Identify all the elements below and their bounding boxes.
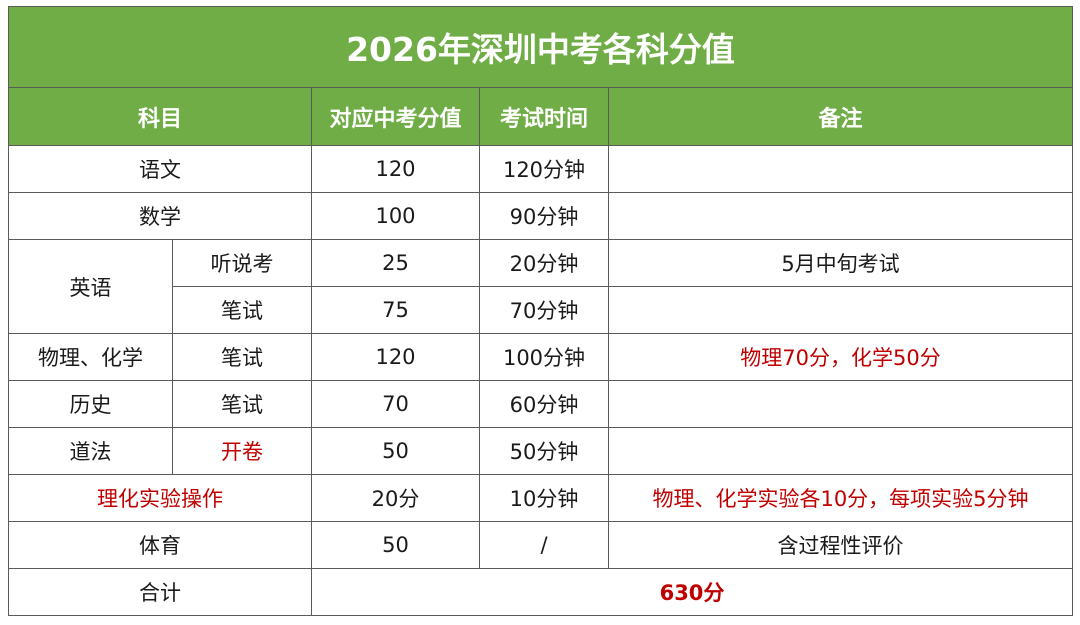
table-row-english-listening: 英语 听说考 25 20分钟 5月中旬考试 xyxy=(8,239,1074,334)
cell-time: 50分钟 xyxy=(479,427,609,475)
table-row-physchem: 物理、化学 笔试 120 100分钟 物理70分，化学50分 xyxy=(8,333,1074,381)
cell-part: 笔试 xyxy=(172,333,312,381)
cell-note xyxy=(607,380,1074,428)
table-row-total: 合计 630分 xyxy=(8,568,1074,616)
cell-note: 5月中旬考试 xyxy=(607,239,1074,287)
cell-subject: 物理、化学 xyxy=(8,333,173,381)
title-row: 2026年深圳中考各科分值 xyxy=(7,6,1074,88)
table-title: 2026年深圳中考各科分值 xyxy=(7,6,1074,88)
header-row: 科目 对应中考分值 考试时间 备注 xyxy=(8,87,1074,146)
cell-note: 含过程性评价 xyxy=(607,521,1074,569)
cell-score: 75 xyxy=(311,286,480,334)
total-value: 630分 xyxy=(310,568,1074,616)
cell-note xyxy=(607,427,1074,475)
table-row-chinese: 语文 120 120分钟 xyxy=(8,145,1074,193)
cell-score: 120 xyxy=(311,145,480,193)
cell-subject: 道法 xyxy=(8,427,173,475)
cell-score: 25 xyxy=(311,239,480,287)
score-table-container: 2026年深圳中考各科分值 科目 对应中考分值 考试时间 备注 语文 120 1… xyxy=(7,6,1074,616)
cell-part: 笔试 xyxy=(172,286,312,334)
cell-time: / xyxy=(479,521,609,569)
cell-time: 100分钟 xyxy=(479,333,609,381)
cell-part: 开卷 xyxy=(172,427,312,475)
cell-subject: 历史 xyxy=(8,380,173,428)
cell-subject: 体育 xyxy=(8,521,312,569)
cell-time: 10分钟 xyxy=(479,474,609,522)
table-row-pe: 体育 50 / 含过程性评价 xyxy=(8,521,1074,569)
header-subject: 科目 xyxy=(8,87,312,146)
cell-part: 听说考 xyxy=(172,239,312,287)
header-time: 考试时间 xyxy=(479,87,609,146)
cell-note: 物理、化学实验各10分，每项实验5分钟 xyxy=(607,474,1074,522)
cell-time: 90分钟 xyxy=(479,192,609,240)
cell-time: 70分钟 xyxy=(479,286,609,334)
cell-time: 20分钟 xyxy=(479,239,609,287)
table-row-math: 数学 100 90分钟 xyxy=(8,192,1074,240)
cell-subject: 数学 xyxy=(8,192,312,240)
table-row-lab: 理化实验操作 20分 10分钟 物理、化学实验各10分，每项实验5分钟 xyxy=(8,474,1074,522)
cell-score: 100 xyxy=(311,192,480,240)
cell-subject: 理化实验操作 xyxy=(8,474,312,522)
cell-score: 50 xyxy=(311,427,480,475)
cell-score: 70 xyxy=(311,380,480,428)
cell-note xyxy=(607,286,1074,334)
cell-score: 120 xyxy=(311,333,480,381)
header-score: 对应中考分值 xyxy=(311,87,480,146)
score-table: 2026年深圳中考各科分值 科目 对应中考分值 考试时间 备注 语文 120 1… xyxy=(7,6,1074,616)
total-label: 合计 xyxy=(8,568,312,616)
header-note: 备注 xyxy=(607,87,1074,146)
cell-time: 60分钟 xyxy=(479,380,609,428)
cell-part: 笔试 xyxy=(172,380,312,428)
cell-time: 120分钟 xyxy=(479,145,609,193)
table-row-history: 历史 笔试 70 60分钟 xyxy=(8,380,1074,428)
cell-score: 20分 xyxy=(311,474,480,522)
cell-subject: 语文 xyxy=(8,145,312,193)
cell-note xyxy=(607,192,1074,240)
table-row-law: 道法 开卷 50 50分钟 xyxy=(8,427,1074,475)
cell-note: 物理70分，化学50分 xyxy=(607,333,1074,381)
cell-note xyxy=(607,145,1074,193)
cell-subject: 英语 xyxy=(8,239,173,334)
cell-score: 50 xyxy=(311,521,480,569)
